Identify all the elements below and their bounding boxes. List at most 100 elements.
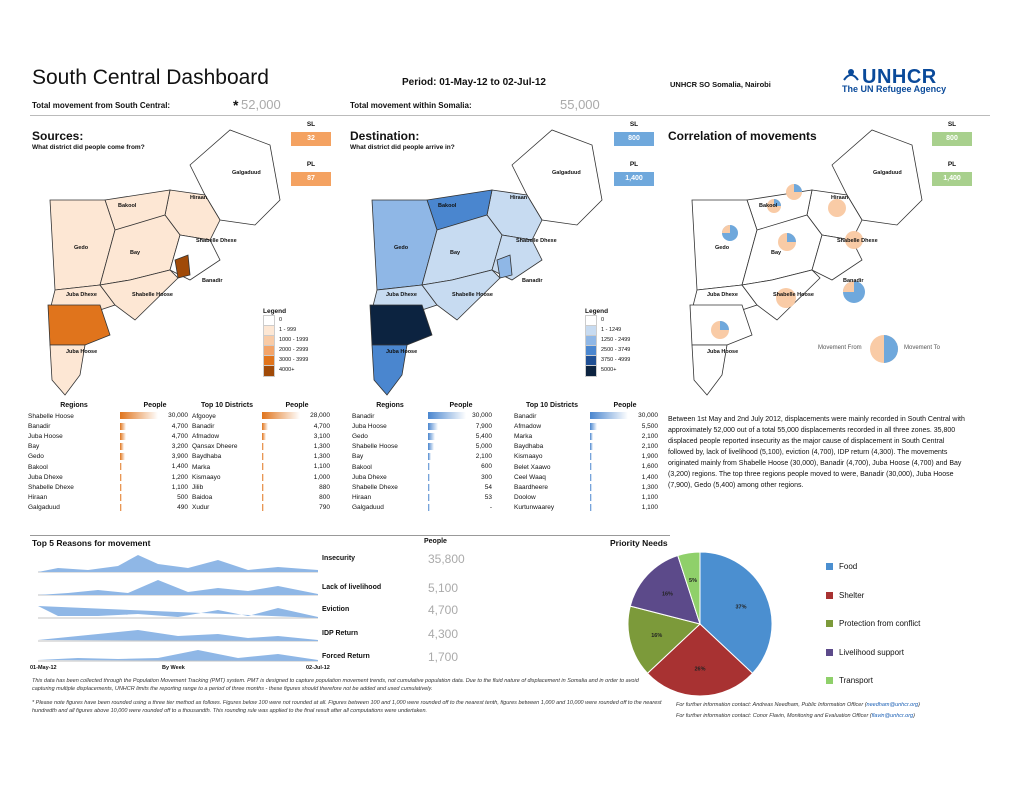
row-name: Juba Hoose [28, 432, 63, 440]
total-within-label: Total movement within Somalia: [350, 101, 472, 110]
col-header: People [143, 402, 167, 409]
table-row: Juba Dhexe 1,200 [28, 472, 190, 482]
row-name: Afmadow [192, 432, 220, 440]
value-bar [428, 432, 435, 440]
legend-row: 1000 - 1999 [263, 335, 309, 347]
reasons-people-header: People [424, 538, 447, 545]
map-region-label: Banadir [522, 278, 543, 284]
table-row: Bay 2,100 [352, 452, 494, 462]
value-bar [262, 483, 264, 491]
destination-districts-table: Top 10 Districts People Banadir 30,000 Afma… [514, 402, 660, 513]
row-name: Kurtunwaarey [514, 504, 555, 512]
axis-end: 02-Jul-12 [306, 665, 330, 671]
legend-swatch [263, 365, 275, 377]
row-value: 30,000 [638, 412, 658, 420]
total-from-label: Total movement from South Central: [32, 101, 171, 110]
row-value: 1,900 [641, 453, 658, 461]
legend-title: Legend [585, 308, 609, 315]
correlation-pl-label: PL [947, 161, 957, 168]
pie-slice [627, 605, 702, 674]
row-name: Banadir [514, 412, 537, 420]
map-region-label: Gedo [394, 245, 409, 251]
sources-map [47, 129, 281, 396]
reason-value: 35,800 [428, 552, 465, 566]
page-title: South Central Dashboard [32, 66, 269, 89]
row-name: Ceel Waaq [514, 473, 546, 481]
value-bar [590, 504, 592, 512]
sources-pl-value: 87 [291, 172, 331, 186]
row-value: 30,000 [168, 412, 188, 420]
table-row: Kismaayo 1,000 [192, 472, 332, 482]
legend-swatch [826, 563, 833, 571]
row-name: Belet Xaawo [514, 463, 551, 471]
row-value-cell: 4,700 [262, 421, 332, 431]
table-row: Bay 3,200 [28, 442, 190, 452]
row-name: Kismaayo [514, 453, 543, 461]
destination-pl-value: 1,400 [614, 172, 654, 186]
value-bar [590, 493, 592, 501]
row-value: 1,300 [641, 483, 658, 491]
reasons-sparklines [38, 555, 318, 662]
legend-label: 0 [279, 317, 283, 323]
value-bar [120, 443, 124, 451]
row-name: Marka [514, 432, 533, 440]
row-value: 500 [177, 493, 188, 501]
row-value: 30,000 [472, 412, 492, 420]
legend-label: 1250 - 2499 [601, 337, 631, 343]
table-row: Marka 2,100 [514, 431, 660, 441]
row-value: 5,400 [475, 432, 492, 440]
pie-slice-label: 37% [735, 604, 746, 610]
value-bar [262, 422, 268, 430]
row-value-cell: 5,000 [428, 442, 494, 452]
table-row: Gedo 5,400 [352, 431, 494, 441]
row-name: Shabelle Dhexe [352, 483, 398, 491]
row-name: Afgooye [192, 412, 216, 420]
row-value-cell: 30,000 [120, 411, 190, 421]
table-row: Gedo 3,900 [28, 452, 190, 462]
sources-districts-table: Top 10 Districts People Afgooye 28,000 Bana… [192, 402, 332, 513]
row-value-cell: 600 [428, 462, 494, 472]
pie-slice [646, 623, 754, 697]
destination-map [369, 129, 603, 396]
value-bar [428, 504, 430, 512]
destination-sl-label: SL [629, 121, 639, 128]
legend-label: 1 - 1249 [601, 327, 622, 333]
map-region-label: Galgaduud [552, 170, 581, 176]
table-row: Shabelle Hoose 30,000 [28, 411, 190, 421]
value-bar [590, 453, 592, 461]
legend-row: 1 - 999 [263, 325, 308, 337]
pie-legend-item: Livelihood support [826, 648, 920, 677]
row-value-cell: 4,700 [120, 421, 190, 431]
row-value-cell: 7,900 [428, 421, 494, 431]
map-region-label: Bay [771, 250, 782, 256]
table-row: Hiraan 500 [28, 493, 190, 503]
contact-email-link[interactable]: flavin@unhcr.org [871, 713, 914, 719]
map-region-label: Galgaduud [232, 170, 261, 176]
row-value: 2,100 [641, 443, 658, 451]
value-bar [428, 463, 430, 471]
table-row: Doolow 1,100 [514, 493, 660, 503]
legend-label: 1000 - 1999 [279, 337, 309, 343]
row-value: 1,100 [641, 504, 658, 512]
row-name: Banadir [28, 422, 51, 430]
row-value: 1,200 [171, 473, 188, 481]
table-row: Bakool 1,400 [28, 462, 190, 472]
row-value: 3,200 [171, 443, 188, 451]
value-bar [590, 473, 592, 481]
total-within-value: 55,000 [560, 97, 600, 112]
movement-to-label: Movement To [904, 345, 940, 351]
map-region-label: Hiraan [510, 195, 528, 201]
row-value-cell: 1,400 [590, 472, 660, 482]
row-name: Shabelle Hoose [28, 412, 74, 420]
value-bar [590, 422, 597, 430]
contact-email-link[interactable]: needham@unhcr.org [866, 702, 919, 708]
reason-label: Insecurity [322, 555, 356, 562]
value-bar [262, 504, 264, 512]
table-row: Banadir 4,700 [28, 421, 190, 431]
row-value-cell: 1,000 [262, 472, 332, 482]
footnote-rounding: * Please note figures have been rounded … [32, 700, 662, 714]
row-value-cell: 28,000 [262, 411, 332, 421]
value-bar [262, 432, 266, 440]
reason-label: Lack of livelihood [322, 584, 382, 591]
row-value-cell: 4,700 [120, 431, 190, 441]
